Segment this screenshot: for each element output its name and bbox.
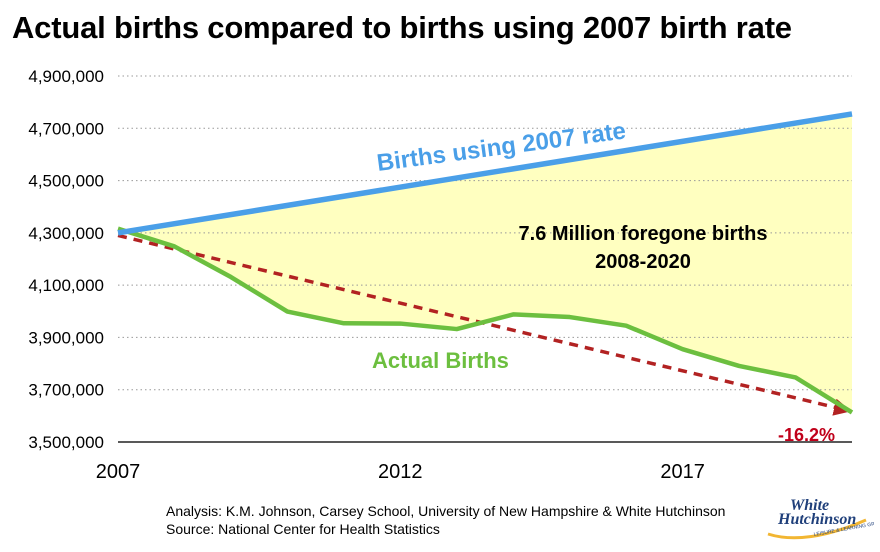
logo-word-hutchinson: Hutchinson: [777, 511, 856, 528]
y-tick-label: 4,500,000: [28, 172, 104, 191]
series-births-2007-rate: [117, 111, 853, 236]
annotation-percent-change: -16.2%: [778, 425, 835, 445]
annotation-period: 2008-2020: [595, 251, 691, 273]
annotation-actual-births: Actual Births: [372, 348, 509, 373]
chart-title: Actual births compared to births using 2…: [12, 10, 792, 45]
y-tick-label: 3,700,000: [28, 381, 104, 400]
y-tick-label: 4,100,000: [28, 276, 104, 295]
series-actual-births: [117, 226, 854, 415]
x-tick-label: 2017: [660, 461, 705, 483]
logo-word-white: White: [790, 497, 829, 514]
analysis-credit: Analysis: K.M. Johnson, Carsey School, U…: [166, 503, 726, 519]
credits: Analysis: K.M. Johnson, Carsey School, U…: [166, 502, 725, 538]
white-hutchinson-logo: White Hutchinson LEISURE & LEARNING GROU…: [767, 497, 874, 540]
y-tick-label: 4,700,000: [28, 119, 104, 138]
source-credit: Source: National Center for Health Stati…: [166, 521, 440, 537]
y-tick-label: 3,500,000: [28, 433, 104, 452]
y-tick-label: 4,300,000: [28, 224, 104, 243]
y-tick-label: 4,900,000: [28, 67, 104, 86]
x-tick-label: 2012: [378, 461, 423, 483]
annotation-foregone-births: 7.6 Million foregone births: [519, 223, 768, 245]
y-tick-label: 3,900,000: [28, 328, 104, 347]
x-tick-label: 2007: [96, 461, 141, 483]
logo-swoosh: [767, 518, 867, 540]
